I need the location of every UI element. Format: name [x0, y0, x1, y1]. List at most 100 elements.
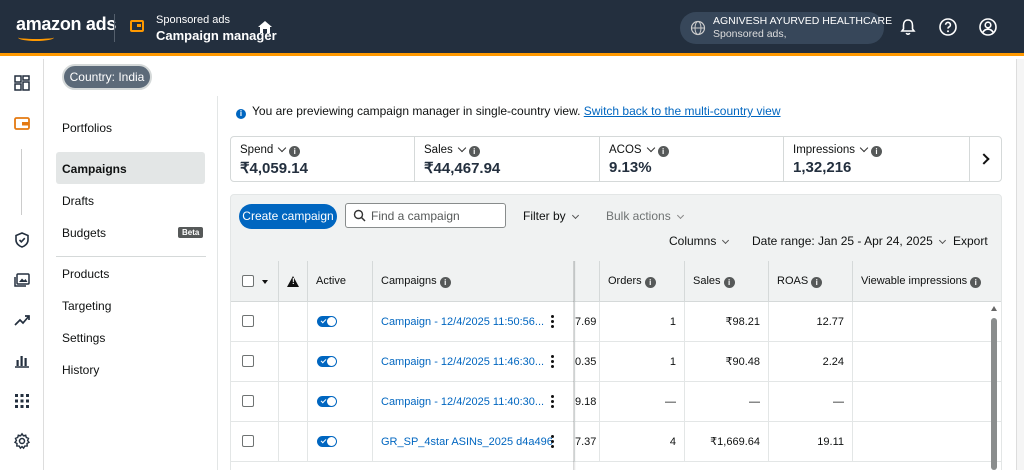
active-toggle[interactable]: [317, 316, 337, 327]
orders-cell: 1: [600, 302, 685, 342]
page-title: Campaign manager: [156, 28, 277, 43]
info-icon[interactable]: i: [289, 146, 301, 157]
active-header[interactable]: Active: [308, 261, 373, 302]
bulk-actions-dropdown[interactable]: Bulk actions: [606, 209, 684, 223]
info-icon[interactable]: i: [871, 146, 882, 157]
bell-icon[interactable]: [898, 17, 918, 37]
chevron-right-icon[interactable]: [970, 137, 1001, 181]
help-icon[interactable]: [938, 17, 958, 37]
info-icon[interactable]: i: [439, 277, 451, 288]
sticky-column-shadow: [573, 261, 576, 470]
viewable-header-label: Viewable impressions: [861, 275, 968, 287]
info-icon[interactable]: i: [657, 146, 669, 157]
orders-header-label: Orders: [608, 275, 642, 287]
chevron-down-icon[interactable]: [457, 143, 467, 153]
campaign-manager-icon[interactable]: [13, 114, 31, 132]
subnav-item-targeting[interactable]: Targeting: [62, 299, 112, 313]
rail-divider: [21, 149, 22, 215]
row-select-cell: [231, 302, 279, 342]
filter-by-dropdown[interactable]: Filter by: [523, 209, 579, 223]
subnav-item-portfolios[interactable]: Portfolios: [62, 121, 113, 135]
chevron-down-icon: [571, 211, 579, 220]
row-checkbox[interactable]: [242, 315, 254, 327]
select-all-checkbox[interactable]: [242, 275, 254, 287]
warning-cell: [279, 382, 308, 422]
date-range-dropdown[interactable]: Date range: Jan 25 - Apr 24, 2025: [752, 234, 946, 248]
row-checkbox[interactable]: [242, 355, 254, 367]
info-icon[interactable]: i: [644, 277, 656, 288]
media-library-icon[interactable]: [13, 271, 31, 289]
subnav-item-campaigns[interactable]: Campaigns: [62, 162, 127, 176]
columns-dropdown[interactable]: Columns: [669, 234, 730, 248]
metric-impressions[interactable]: Impressions i 1,32,216: [784, 137, 970, 181]
page-scrollbar[interactable]: [1016, 59, 1024, 470]
more-options-icon[interactable]: [551, 355, 554, 369]
amazon-ads-logo[interactable]: amazon ads: [16, 14, 117, 34]
metric-acos[interactable]: ACOS i 9.13%: [600, 137, 784, 181]
table-row[interactable]: GR_SP_4star ASINs_2025 d4a496 7.37 4 ₹1,…: [231, 422, 1001, 462]
chevron-down-icon[interactable]: [859, 143, 869, 153]
subnav-item-drafts[interactable]: Drafts: [62, 194, 95, 208]
user-icon[interactable]: [978, 17, 998, 37]
caret-down-icon[interactable]: [262, 280, 268, 284]
metric-spend[interactable]: Spend i ₹4,059.14: [231, 137, 415, 181]
more-options-icon[interactable]: [551, 435, 554, 449]
settings-gear-icon[interactable]: [13, 432, 31, 450]
warning-header: [279, 261, 308, 302]
active-toggle[interactable]: [317, 356, 337, 367]
row-checkbox[interactable]: [242, 395, 254, 407]
metric-sales[interactable]: Sales i ₹44,467.94: [415, 137, 600, 181]
table-row[interactable]: Campaign - 12/4/2025 11:40:30... 9.18 — …: [231, 382, 1001, 422]
info-icon[interactable]: i: [811, 277, 823, 288]
viewable-impressions-header[interactable]: Viewable impressions i: [853, 261, 1001, 302]
orders-header[interactable]: Orders i: [600, 261, 685, 302]
roas-header[interactable]: ROAS i: [769, 261, 853, 302]
country-selector[interactable]: Country: India: [62, 64, 152, 90]
trend-icon[interactable]: [13, 311, 31, 329]
row-checkbox[interactable]: [242, 435, 254, 447]
subnav-item-history[interactable]: History: [62, 363, 100, 377]
home-icon[interactable]: [257, 19, 273, 35]
dashboard-icon[interactable]: [13, 74, 31, 92]
reports-icon[interactable]: [13, 351, 31, 369]
apps-grid-icon[interactable]: [13, 392, 31, 410]
campaign-search[interactable]: [345, 203, 506, 228]
info-icon[interactable]: i: [468, 146, 480, 157]
campaign-link[interactable]: Campaign - 12/4/2025 11:50:56...: [381, 316, 545, 328]
shield-icon[interactable]: [13, 231, 31, 249]
subnav-item-products[interactable]: Products: [62, 267, 110, 281]
active-toggle[interactable]: [317, 436, 337, 447]
campaigns-header[interactable]: Campaigns i: [373, 261, 575, 302]
campaign-link[interactable]: Campaign - 12/4/2025 11:40:30...: [381, 396, 545, 408]
campaign-link[interactable]: Campaign - 12/4/2025 11:46:30...: [381, 356, 545, 368]
more-options-icon[interactable]: [551, 315, 554, 329]
info-icon[interactable]: i: [970, 277, 982, 288]
table-row[interactable]: Campaign - 12/4/2025 11:46:30... 0.35 1 …: [231, 342, 1001, 382]
create-campaign-button[interactable]: Create campaign: [239, 204, 337, 229]
active-cell: [308, 302, 373, 342]
scroll-up-arrow[interactable]: [991, 306, 997, 311]
active-toggle[interactable]: [317, 396, 337, 407]
more-options-icon[interactable]: [551, 395, 554, 409]
bulk-label: Bulk actions: [606, 209, 671, 223]
account-switcher[interactable]: AGNIVESH AYURVED HEALTHCARE Sponsored ad…: [680, 12, 892, 44]
campaign-link[interactable]: GR_SP_4star ASINs_2025 d4a496: [381, 436, 553, 448]
table-scrollbar[interactable]: [991, 318, 997, 470]
chevron-down-icon: [676, 211, 684, 220]
metric-value: 9.13%: [609, 159, 652, 176]
info-icon[interactable]: i: [723, 277, 735, 288]
chevron-down-icon[interactable]: [278, 143, 287, 153]
multi-country-link[interactable]: Switch back to the multi-country view: [583, 104, 781, 118]
table-row[interactable]: Campaign - 12/4/2025 11:50:56... 7.69 1 …: [231, 302, 1001, 342]
metric-label: Impressions: [793, 144, 855, 156]
subnav-item-settings[interactable]: Settings: [62, 331, 106, 345]
search-input[interactable]: [371, 207, 501, 224]
sales-header[interactable]: Sales i: [685, 261, 769, 302]
subnav-item-budgets[interactable]: Budgets: [62, 226, 107, 240]
campaigns-header-label: Campaigns: [381, 275, 437, 287]
export-button[interactable]: Export: [953, 234, 988, 248]
sales-cell: —: [685, 382, 769, 422]
table-header: Active Campaigns i Orders i Sales i ROAS…: [231, 261, 1001, 302]
chevron-down-icon[interactable]: [646, 143, 655, 153]
campaign-cell: GR_SP_4star ASINs_2025 d4a496: [373, 422, 575, 462]
